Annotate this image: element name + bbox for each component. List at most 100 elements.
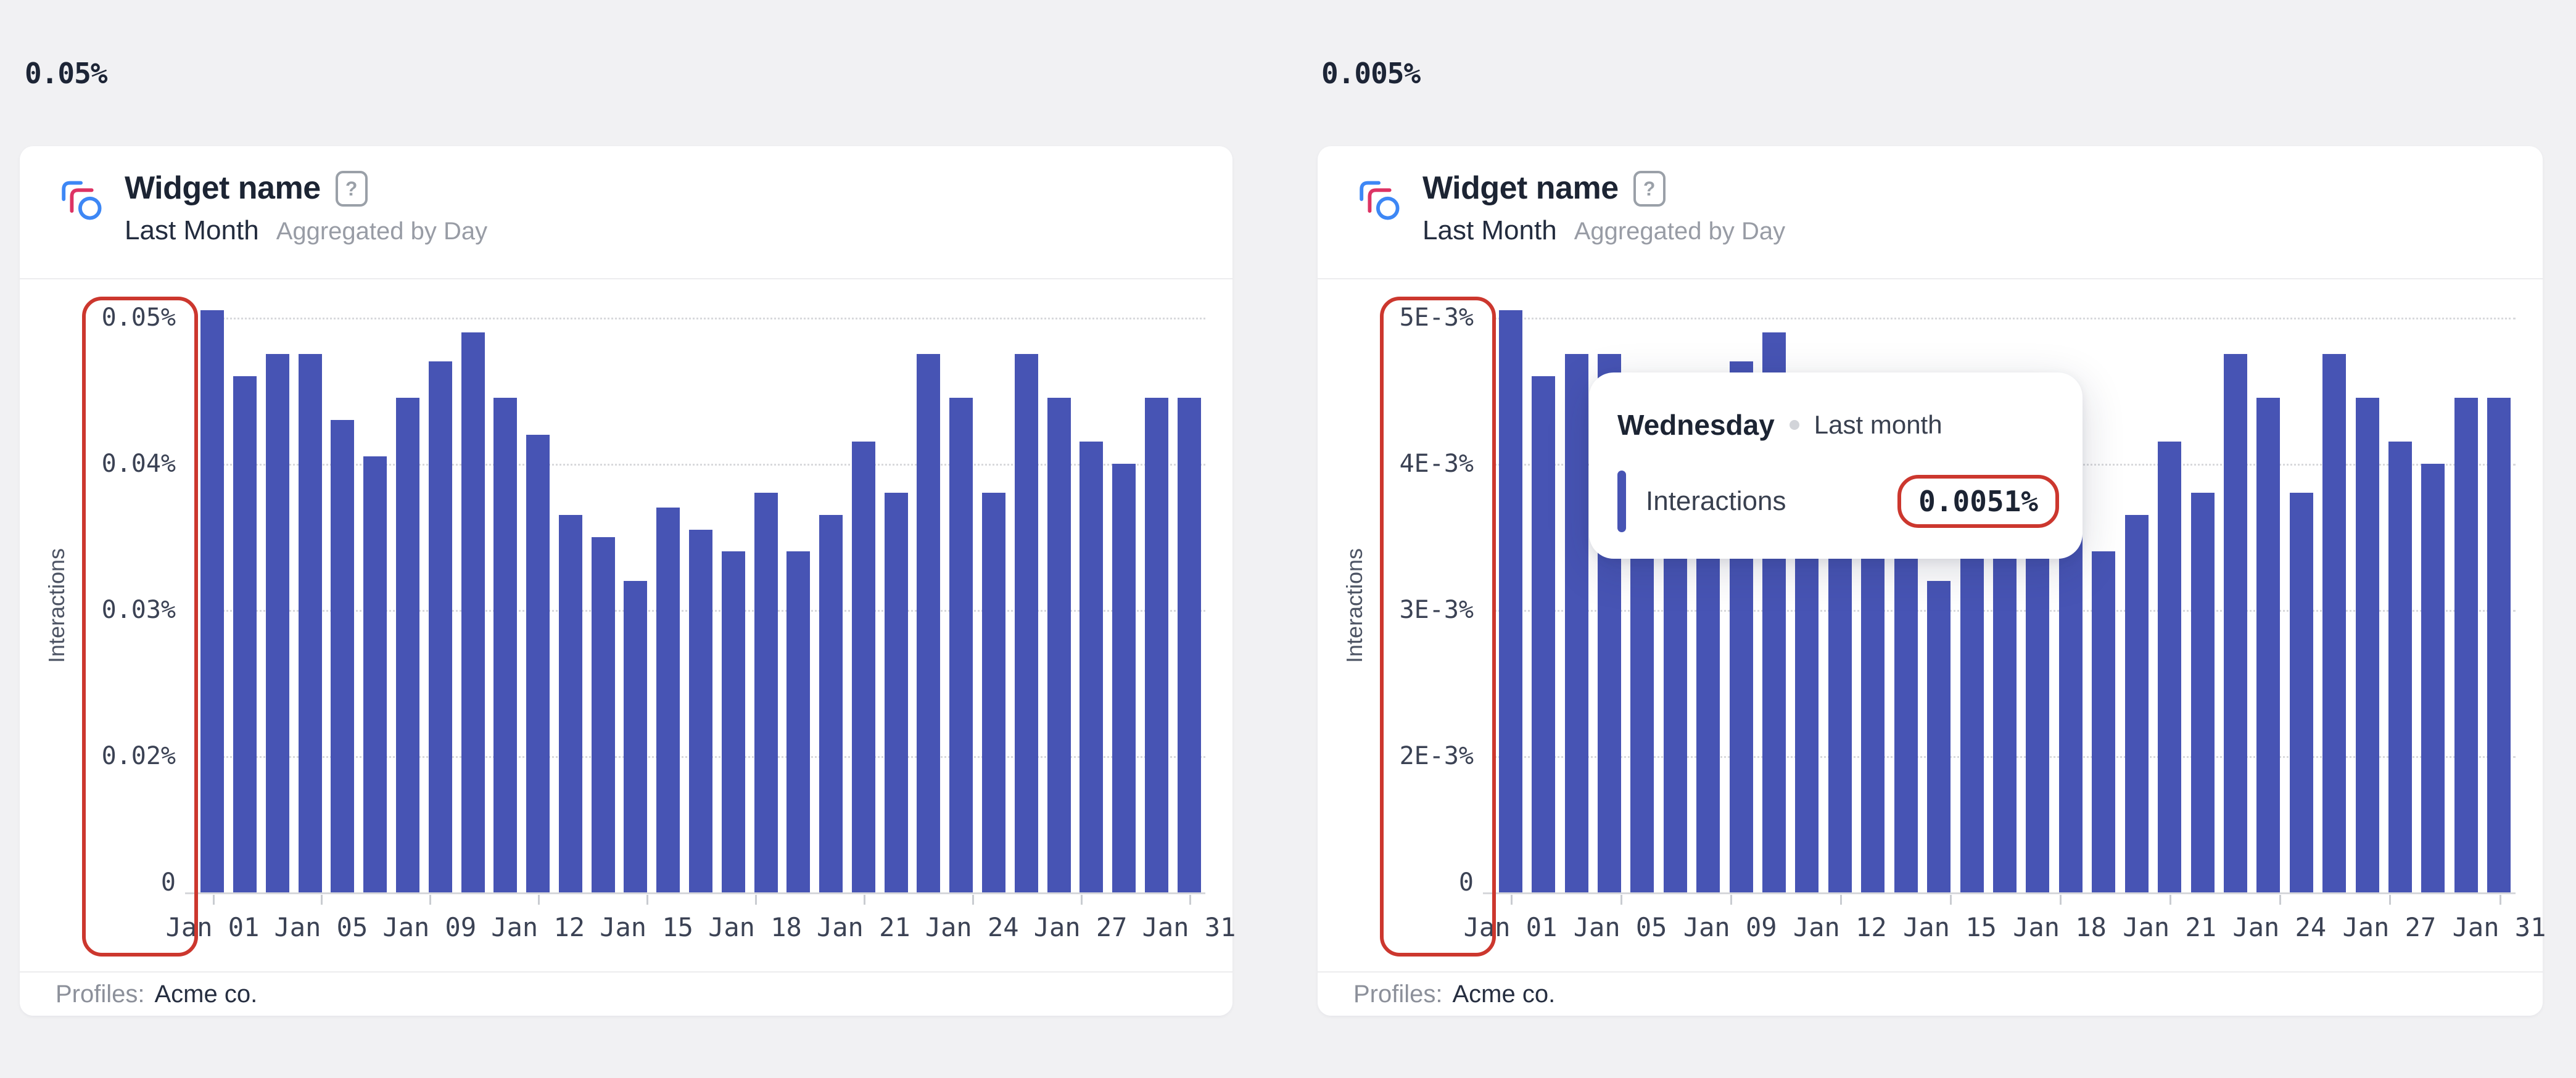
- bar-jan-12[interactable]: [1861, 514, 1885, 892]
- bar-jan-01[interactable]: [1498, 310, 1522, 892]
- bar-jan-17[interactable]: [2026, 551, 2050, 892]
- y-axis-tick-label: 0.05%: [101, 303, 176, 332]
- bar-jan-16[interactable]: [689, 529, 712, 892]
- profiles-label: Profiles:: [56, 980, 145, 1008]
- bar-jan-26[interactable]: [2322, 354, 2347, 892]
- bar-jan-14[interactable]: [1927, 580, 1951, 892]
- axis-tick: [1949, 895, 1952, 905]
- bar-jan-15[interactable]: [1960, 508, 1984, 892]
- axis-tick: [1189, 895, 1191, 905]
- bar-jan-28[interactable]: [2388, 442, 2413, 892]
- x-axis-tick-label: Jan 18: [2013, 912, 2107, 942]
- axis-tick: [2499, 895, 2501, 905]
- tooltip-day: Wednesday: [1617, 409, 1775, 441]
- bar-jan-01[interactable]: [200, 310, 225, 892]
- bar-jan-19[interactable]: [2092, 551, 2116, 892]
- bar-jan-10[interactable]: [493, 398, 518, 892]
- bar-jan-28[interactable]: [1080, 442, 1104, 892]
- bar-jan-24[interactable]: [2256, 398, 2281, 892]
- chart-tooltip: Wednesday Last month Interactions 0.0051…: [1589, 372, 2083, 559]
- bar-jan-30[interactable]: [2454, 398, 2478, 892]
- bar-jan-13[interactable]: [591, 537, 615, 892]
- axis-tick: [1510, 895, 1513, 905]
- tooltip-value: 0.0051%: [1918, 485, 2038, 518]
- bar-jan-21[interactable]: [2158, 442, 2182, 892]
- y-axis-tick-label: 2E-3%: [1399, 742, 1474, 770]
- bar-jan-22[interactable]: [884, 493, 908, 892]
- page-metric-label-right: 0.005%: [1321, 57, 1421, 90]
- bar-jan-20[interactable]: [819, 514, 843, 892]
- bar-jan-18[interactable]: [2058, 493, 2083, 892]
- bar-jan-02[interactable]: [233, 376, 257, 892]
- bar-jan-31[interactable]: [1177, 398, 1201, 892]
- bar-jan-27[interactable]: [2355, 398, 2379, 892]
- x-axis-tick-label: Jan 12: [491, 912, 585, 942]
- bar-jan-18[interactable]: [754, 493, 778, 892]
- bar-jan-03[interactable]: [1564, 354, 1588, 892]
- y-axis-title: Interactions: [44, 548, 69, 664]
- widget-card-right: Widget name ? Last Month Aggregated by D…: [1318, 146, 2546, 1016]
- bar-jan-03[interactable]: [265, 354, 289, 892]
- bar-jan-12[interactable]: [558, 514, 582, 892]
- bar-jan-13[interactable]: [1894, 537, 1918, 892]
- bar-jan-25[interactable]: [981, 493, 1005, 892]
- bar-jan-07[interactable]: [396, 398, 420, 892]
- y-axis-tick-label: 0: [1458, 868, 1474, 897]
- bar-jan-26[interactable]: [1014, 354, 1038, 892]
- widget-footer: Profiles: Acme co.: [20, 971, 1232, 1016]
- bar-jan-06[interactable]: [363, 456, 387, 892]
- widget-card-left: Widget name ? Last Month Aggregated by D…: [20, 146, 1236, 1016]
- profiles-label: Profiles:: [1353, 980, 1443, 1008]
- bar-jan-08[interactable]: [428, 361, 452, 892]
- bar-jan-15[interactable]: [656, 508, 680, 892]
- help-icon[interactable]: ?: [335, 171, 368, 207]
- y-axis-tick-label: 0.02%: [101, 742, 176, 770]
- bar-jan-19[interactable]: [786, 551, 811, 892]
- x-axis-tick-label: Jan 24: [2232, 912, 2327, 942]
- bar-jan-30[interactable]: [1144, 398, 1168, 892]
- widget-header: Widget name ? Last Month Aggregated by D…: [1318, 146, 2543, 279]
- bar-jan-29[interactable]: [2421, 464, 2445, 892]
- widget-type-icon: [1353, 172, 1408, 226]
- axis-tick: [972, 895, 974, 905]
- x-axis-tick-label: Jan 15: [600, 912, 693, 942]
- y-axis-tick-label: 3E-3%: [1399, 596, 1474, 624]
- x-axis-tick-label: Jan 27: [1033, 912, 1128, 942]
- y-axis-tick-label: 0.03%: [101, 596, 176, 624]
- bar-jan-11[interactable]: [526, 434, 550, 892]
- bar-jan-22[interactable]: [2190, 493, 2215, 892]
- bar-jan-23[interactable]: [917, 354, 941, 892]
- bar-jan-17[interactable]: [721, 551, 745, 892]
- bar-jan-24[interactable]: [949, 398, 973, 892]
- bar-jan-14[interactable]: [624, 580, 648, 892]
- bar-jan-29[interactable]: [1112, 464, 1136, 892]
- x-axis-tick-label: Jan 31: [1142, 912, 1236, 942]
- bar-jan-04[interactable]: [298, 354, 322, 892]
- y-axis-tick-label: 4E-3%: [1399, 450, 1474, 478]
- bar-jan-31[interactable]: [2487, 398, 2511, 892]
- bar-jan-20[interactable]: [2124, 514, 2149, 892]
- tooltip-value-annotation-ring: 0.0051%: [1897, 475, 2059, 528]
- bar-jan-27[interactable]: [1047, 398, 1071, 892]
- widget-aggregation: Aggregated by Day: [1574, 218, 1786, 245]
- profiles-value: Acme co.: [154, 980, 258, 1008]
- bar-jan-21[interactable]: [851, 442, 875, 892]
- bar-jan-23[interactable]: [2223, 354, 2247, 892]
- bar-jan-09[interactable]: [461, 332, 485, 892]
- y-axis-annotation-box: [82, 297, 198, 957]
- gridline: [196, 464, 1205, 466]
- series-marker-icon: [1617, 471, 1626, 532]
- x-axis-tick-label: Jan 18: [708, 912, 802, 942]
- bar-jan-05[interactable]: [331, 419, 355, 892]
- x-axis-line: [185, 892, 1205, 894]
- x-axis-line: [1483, 892, 2516, 894]
- bar-jan-02[interactable]: [1532, 376, 1556, 892]
- x-axis-tick-label: Jan 12: [1793, 912, 1887, 942]
- axis-tick: [212, 895, 215, 905]
- help-icon[interactable]: ?: [1633, 171, 1666, 207]
- bar-jan-16[interactable]: [1993, 529, 2017, 892]
- bar-jan-25[interactable]: [2289, 493, 2313, 892]
- axis-tick: [2060, 895, 2062, 905]
- widget-type-icon: [56, 172, 110, 226]
- x-axis-tick-label: Jan 09: [1683, 912, 1777, 942]
